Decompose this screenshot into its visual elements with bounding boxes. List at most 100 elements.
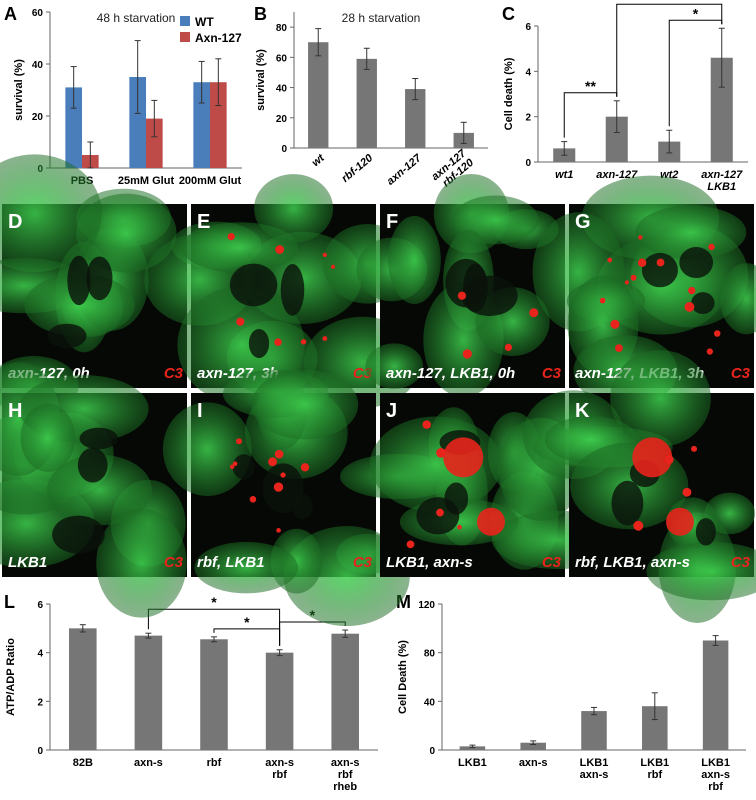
x-tick-label: LKB1 (580, 757, 609, 769)
bar (265, 652, 294, 750)
y-tick-label: 0 (429, 746, 435, 757)
panel-label: A (4, 4, 17, 24)
bar (581, 711, 607, 750)
panel-label: E (197, 211, 210, 233)
bar (134, 635, 163, 750)
image-panel: J LKB1, axn-s C3 (340, 393, 626, 577)
panel-label: F (386, 211, 398, 233)
c3-signal (607, 257, 613, 263)
dark-region (86, 256, 113, 301)
tissue (635, 205, 747, 260)
bar (710, 57, 733, 162)
dark-region (52, 515, 105, 554)
x-tick-label: rbf (708, 781, 723, 793)
error-bar (666, 129, 673, 154)
legend-label: Axn-127 (195, 31, 242, 45)
c3-signal (235, 438, 242, 445)
x-tick-label: 82B (73, 757, 93, 769)
y-axis-label: survival (%) (13, 59, 25, 121)
bar (605, 116, 628, 162)
x-tick-label: LKB1 (640, 757, 669, 769)
c3-signal (529, 308, 539, 318)
c3-signal (637, 258, 647, 267)
panel-label: B (254, 4, 267, 24)
c3-signal (638, 235, 643, 240)
y-axis-label: Cell Death (%) (397, 640, 409, 714)
tissue (194, 541, 299, 594)
c3-signal (457, 524, 462, 530)
stain-label: C3 (542, 365, 562, 382)
error-bar (712, 635, 719, 646)
c3-signal (322, 252, 327, 258)
tissue (365, 343, 424, 389)
c3-signal (273, 482, 284, 492)
y-tick-label: 20 (32, 112, 44, 123)
error-bar (460, 121, 467, 144)
significance-label: * (693, 5, 699, 21)
tissue (610, 350, 711, 447)
stain-label: C3 (731, 554, 751, 571)
panel-label: J (386, 400, 397, 422)
panel-label: G (575, 211, 591, 233)
x-tick-label: rbf-120 (339, 152, 375, 185)
dark-region (232, 454, 255, 480)
c3-signal (406, 540, 415, 549)
error-bar (342, 629, 349, 638)
tissue (96, 508, 187, 618)
significance-label: * (244, 614, 250, 630)
error-bar (363, 47, 370, 70)
legend-swatch (180, 16, 190, 26)
x-tick-label: LKB1 (707, 181, 736, 193)
x-tick-label: 25mM Glut (118, 175, 175, 187)
dark-region (611, 480, 644, 526)
c3-cluster (666, 507, 694, 536)
x-tick-label: wt1 (555, 169, 573, 181)
bar (193, 82, 210, 168)
bar (331, 633, 359, 750)
c3-signal (691, 445, 698, 452)
error-bar (134, 40, 141, 114)
dark-region (77, 447, 108, 483)
error-bar (469, 744, 476, 749)
y-tick-label: 80 (276, 23, 288, 34)
c3-signal (274, 449, 284, 459)
error-bar (651, 692, 658, 721)
c3-signal (706, 348, 714, 355)
panel-label: L (4, 592, 15, 612)
y-axis-label: Cell death (%) (503, 57, 515, 130)
significance-label: ** (664, 0, 675, 5)
panel-label: C (502, 4, 515, 24)
bar (702, 640, 729, 750)
error-bar (718, 27, 725, 88)
legend-label: WT (195, 15, 214, 29)
y-axis-label: survival (%) (255, 49, 267, 111)
c3-signal (682, 487, 692, 497)
tissue (254, 174, 334, 243)
y-tick-label: 2 (37, 697, 43, 708)
y-tick-label: 80 (424, 649, 436, 660)
y-axis-label: ATP/ADP Ratio (5, 638, 17, 716)
error-bar (591, 706, 597, 716)
c3-signal (422, 420, 431, 429)
c3-signal (688, 286, 696, 295)
bar (65, 87, 82, 168)
c3-signal (599, 297, 606, 304)
c3-signal (630, 274, 637, 281)
error-bar (530, 740, 537, 746)
tissue (0, 154, 102, 272)
dark-region (262, 463, 304, 514)
tissue (719, 263, 756, 335)
c3-signal (232, 461, 238, 466)
legend-swatch (180, 32, 190, 42)
x-tick-label: axn-127 (701, 169, 743, 181)
c3-signal (714, 330, 721, 337)
y-tick-label: 0 (281, 144, 287, 155)
error-bar (561, 141, 568, 156)
bar (210, 82, 227, 168)
bar (129, 77, 146, 168)
tissue (388, 215, 441, 304)
bar (459, 746, 486, 750)
